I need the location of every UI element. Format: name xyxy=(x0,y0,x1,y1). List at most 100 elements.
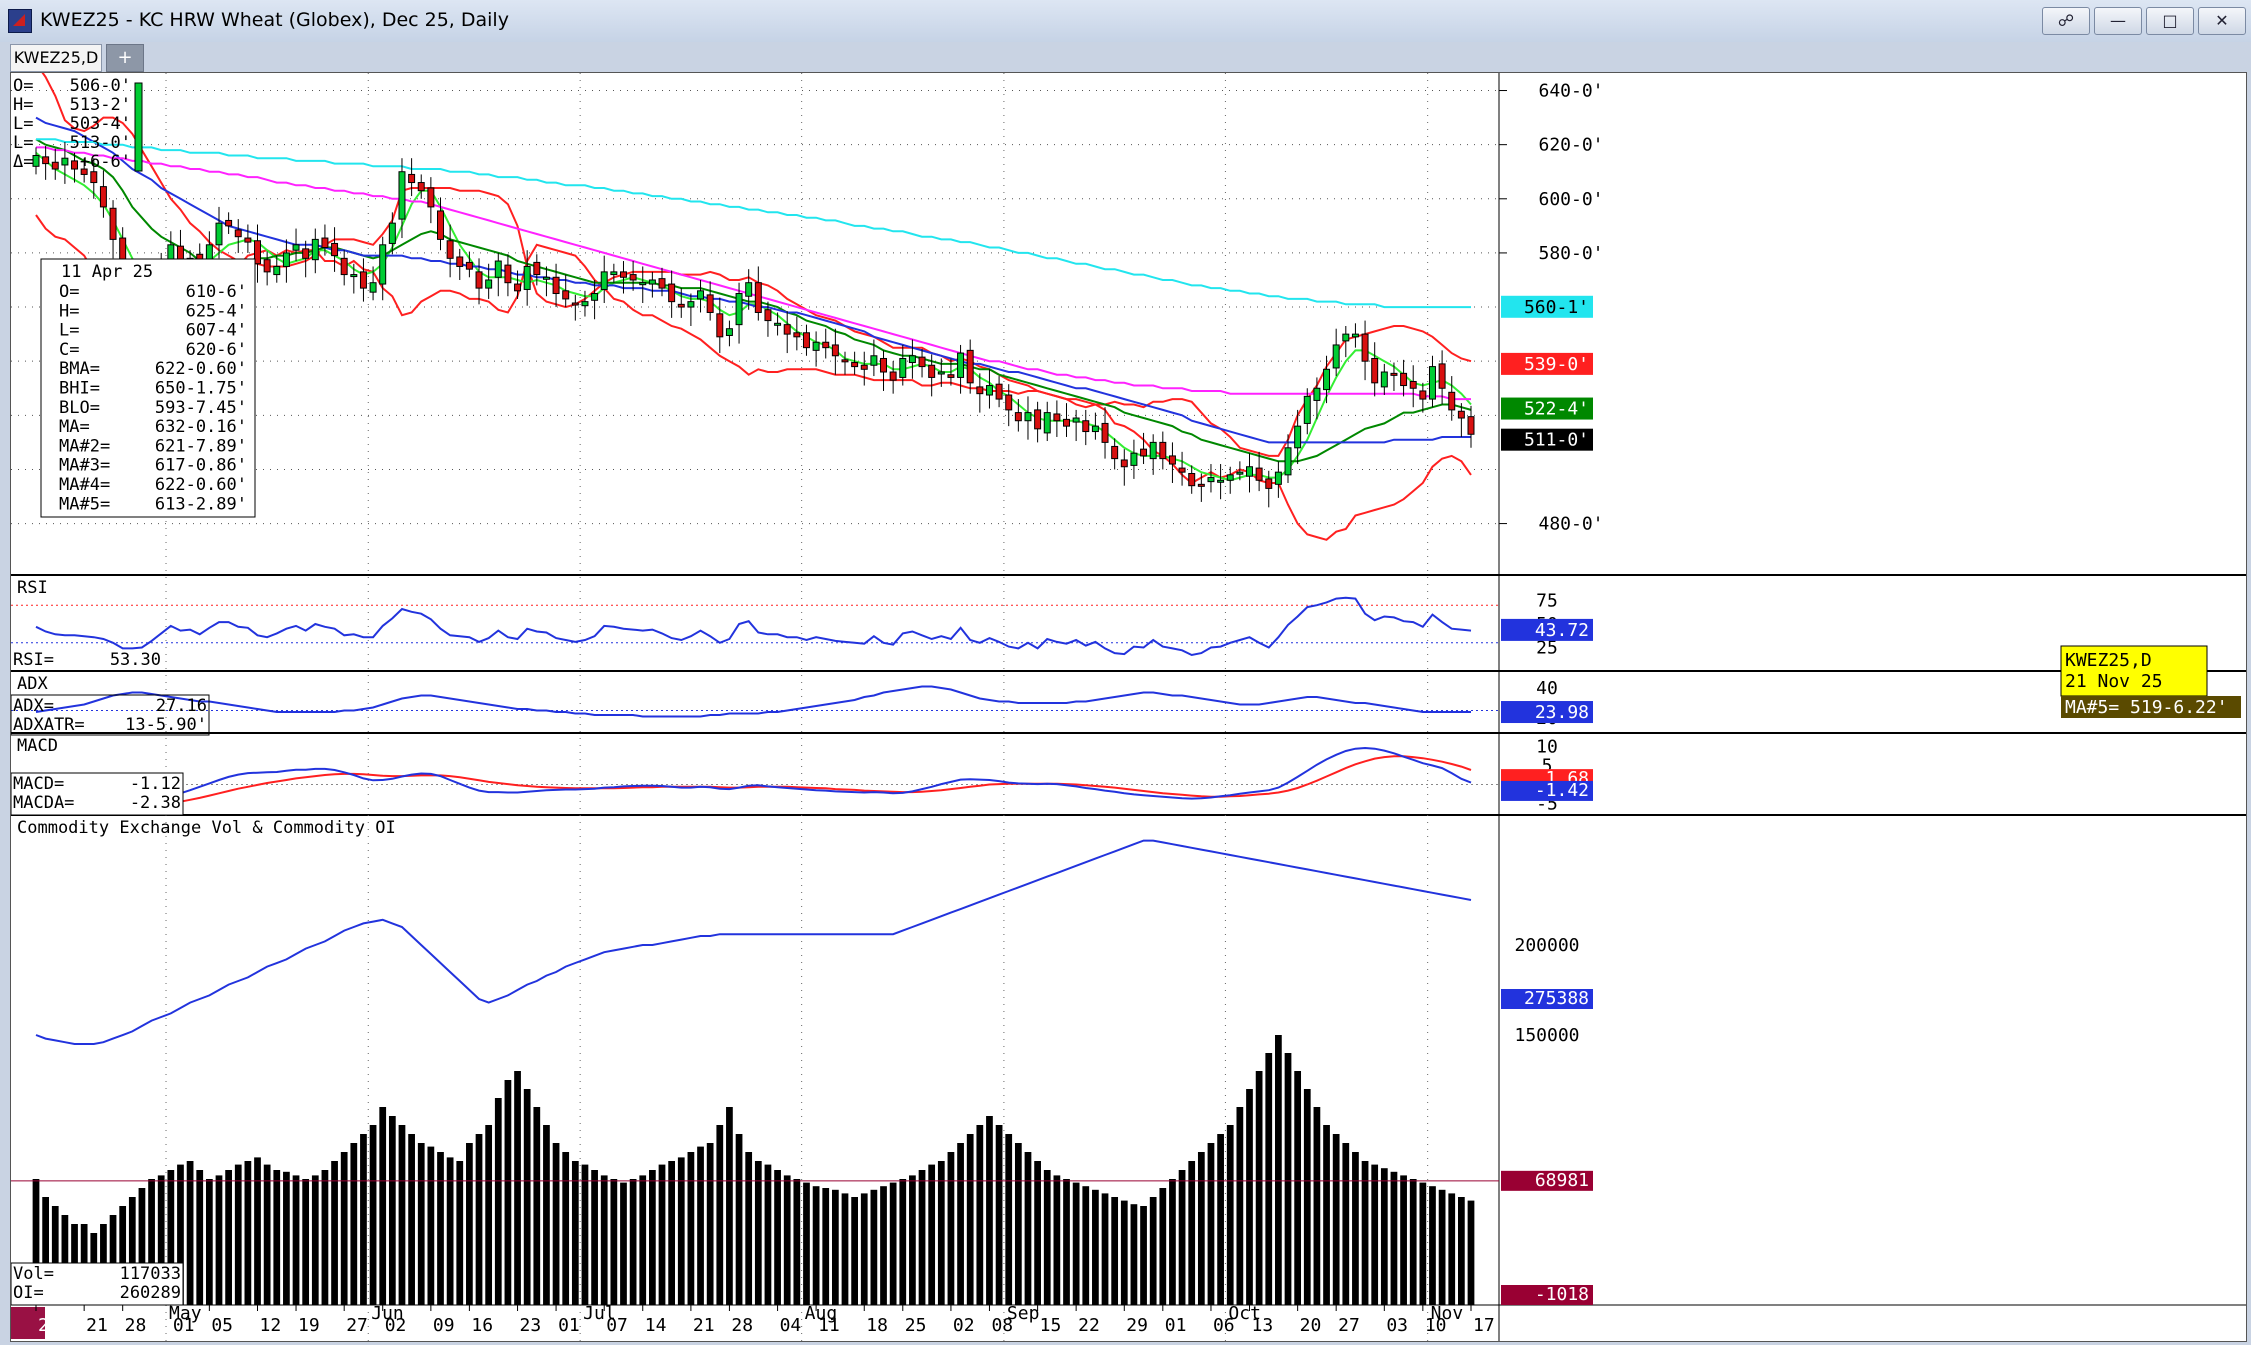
ohlc-value: 503-4' xyxy=(70,114,131,134)
volume-bar xyxy=(1390,1171,1398,1305)
candle xyxy=(793,332,801,338)
candle xyxy=(437,210,444,240)
rsi-title: RSI xyxy=(17,578,48,598)
cursor-tag-ma: MA#5= 519-6.22' xyxy=(2065,697,2228,718)
candle xyxy=(880,357,888,373)
volume-bar xyxy=(157,1175,165,1305)
candle xyxy=(552,276,560,295)
adx-line xyxy=(35,685,1471,718)
candle xyxy=(1226,474,1234,481)
chart-area[interactable]: 640-0' 620-0' 600-0' 580-0' 480-0' 560-1' 539-… xyxy=(10,72,2247,1342)
volume-bar xyxy=(177,1164,184,1305)
volume-bar xyxy=(427,1146,435,1305)
candle xyxy=(629,274,637,281)
volume-readout-box xyxy=(11,1262,184,1306)
candle xyxy=(282,252,290,267)
volume-bar xyxy=(1457,1197,1465,1305)
volume-bar xyxy=(523,1089,531,1305)
add-tab-button[interactable]: + xyxy=(106,44,144,72)
volume-bar xyxy=(687,1152,695,1305)
macd-current-badge: -1.42 xyxy=(1535,780,1589,801)
volume-bar xyxy=(1149,1197,1157,1305)
tab-kwez25[interactable]: KWEZ25,D xyxy=(10,44,102,72)
candle xyxy=(1371,357,1379,384)
volume-bar xyxy=(109,1215,117,1305)
volume-bar xyxy=(1255,1071,1263,1305)
link-icon[interactable]: ☍ xyxy=(2042,7,2090,35)
time-tick-label: 28 xyxy=(125,1315,147,1336)
candle xyxy=(1140,448,1148,457)
rsi-line xyxy=(35,596,1472,657)
candle xyxy=(1072,417,1080,423)
data-window-label: BMA= xyxy=(59,359,100,379)
candle xyxy=(32,154,40,167)
candle xyxy=(1323,368,1331,391)
candle xyxy=(485,279,493,289)
volume-bar xyxy=(899,1179,907,1305)
candle xyxy=(456,256,464,267)
data-window-label: MA#4= xyxy=(59,475,110,495)
time-tick-label: 22 xyxy=(1078,1315,1100,1336)
candle xyxy=(619,271,627,278)
candle xyxy=(1274,471,1282,485)
volume-bar xyxy=(466,1143,473,1305)
volume-bar xyxy=(1294,1071,1302,1305)
candle xyxy=(716,313,724,338)
volume-bar xyxy=(533,1107,541,1305)
adx-readout-value: 13-5.90' xyxy=(125,715,207,735)
candle xyxy=(80,168,88,175)
data-window-label: BHI= xyxy=(59,379,100,399)
candle xyxy=(860,364,868,370)
time-tick-label: 16 xyxy=(471,1315,493,1336)
ohlc-label: L= xyxy=(13,114,33,134)
data-window-box xyxy=(40,258,256,518)
volume-bar xyxy=(658,1164,666,1305)
candle xyxy=(870,355,878,366)
volume-bar xyxy=(398,1125,406,1305)
adx-readout-value: 27.16 xyxy=(156,696,207,716)
macd-tick-label: 5 xyxy=(1542,755,1553,776)
data-window-date: 11 Apr 25 xyxy=(61,262,153,282)
volume-bar xyxy=(350,1143,358,1305)
open-interest-line xyxy=(35,839,1472,1045)
chart-canvas[interactable]: 640-0' 620-0' 600-0' 580-0' 480-0' 560-1' 539-… xyxy=(11,73,2246,1341)
maximize-button[interactable]: □ xyxy=(2146,7,2194,35)
candle xyxy=(1043,412,1051,434)
adx-title: ADX xyxy=(17,674,48,694)
time-tick-label: 04 xyxy=(780,1315,802,1336)
ohlc-label: H= xyxy=(13,95,33,115)
candle xyxy=(51,161,59,170)
candle xyxy=(1207,477,1215,483)
candle xyxy=(985,385,993,396)
volume-bar xyxy=(1178,1170,1186,1305)
rsi-readout-label: RSI= xyxy=(13,650,54,670)
volume-bar xyxy=(417,1143,425,1305)
volume-bar xyxy=(1130,1204,1138,1305)
candle xyxy=(408,173,416,184)
minimize-button[interactable]: — xyxy=(2094,7,2142,35)
oi-current-badge-bg xyxy=(1501,989,1593,1009)
candle xyxy=(1294,425,1302,449)
macd-title: MACD xyxy=(17,736,58,756)
volume-bar xyxy=(446,1157,454,1305)
volume-bar xyxy=(571,1161,579,1305)
candle xyxy=(1063,418,1070,427)
candle xyxy=(947,374,955,378)
volume-bar xyxy=(1024,1152,1032,1305)
candle xyxy=(1111,445,1119,460)
ohlc-label: L= xyxy=(13,133,33,153)
candle xyxy=(1149,441,1157,460)
volume-bar xyxy=(321,1170,329,1305)
volume-bar xyxy=(1014,1143,1022,1305)
volume-bar xyxy=(475,1134,483,1305)
candle xyxy=(908,355,916,364)
candle xyxy=(331,242,339,257)
volume-bar xyxy=(32,1179,40,1305)
macd-readout-label: MACDA= xyxy=(13,793,74,813)
candle xyxy=(1409,380,1417,389)
data-window-value: 620-6' xyxy=(186,340,247,360)
candle xyxy=(745,282,753,297)
volume-bar xyxy=(42,1197,50,1305)
close-button[interactable]: ✕ xyxy=(2198,7,2246,35)
volume-bar xyxy=(215,1175,223,1305)
